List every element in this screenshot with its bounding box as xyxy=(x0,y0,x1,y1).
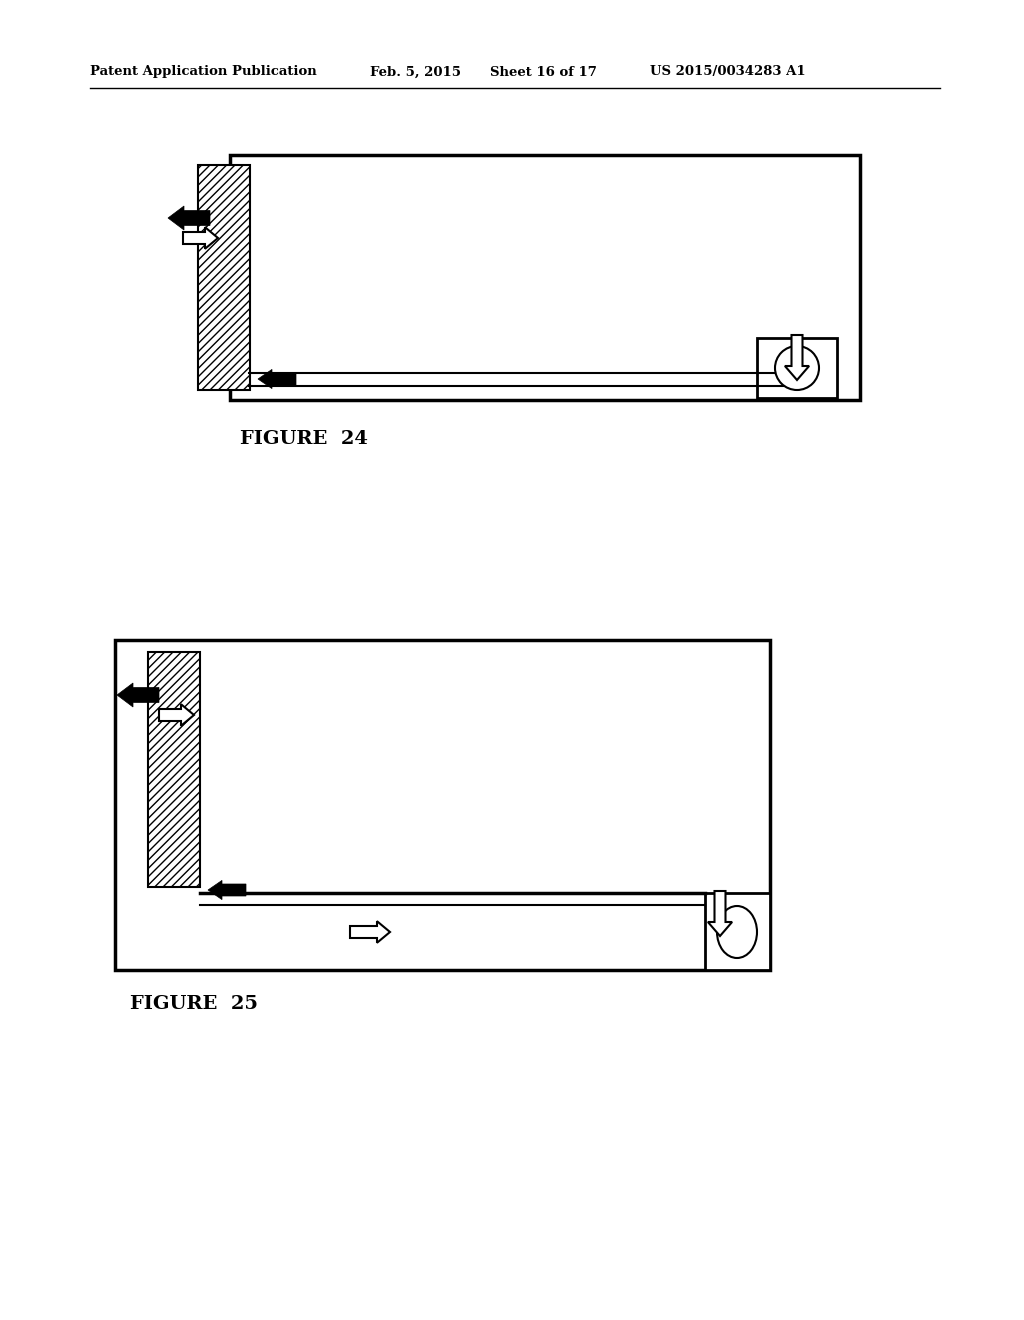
Bar xyxy=(757,338,837,399)
FancyArrow shape xyxy=(183,227,218,248)
Text: Feb. 5, 2015: Feb. 5, 2015 xyxy=(370,66,461,78)
Text: US 2015/0034283 A1: US 2015/0034283 A1 xyxy=(650,66,806,78)
FancyArrow shape xyxy=(117,682,159,708)
FancyArrow shape xyxy=(708,891,732,936)
Text: FIGURE  25: FIGURE 25 xyxy=(130,995,258,1012)
Ellipse shape xyxy=(775,346,819,389)
FancyArrow shape xyxy=(258,370,296,388)
Bar xyxy=(115,640,770,970)
FancyArrow shape xyxy=(168,206,210,230)
Bar xyxy=(148,652,200,887)
Text: Sheet 16 of 17: Sheet 16 of 17 xyxy=(490,66,597,78)
Ellipse shape xyxy=(717,906,757,958)
Bar xyxy=(198,165,250,389)
Text: FIGURE  24: FIGURE 24 xyxy=(240,430,368,447)
Bar xyxy=(230,154,860,400)
FancyArrow shape xyxy=(350,921,390,942)
FancyArrow shape xyxy=(208,880,246,900)
Bar xyxy=(705,894,770,970)
Text: Patent Application Publication: Patent Application Publication xyxy=(90,66,316,78)
FancyArrow shape xyxy=(785,335,809,380)
FancyArrow shape xyxy=(159,704,194,726)
